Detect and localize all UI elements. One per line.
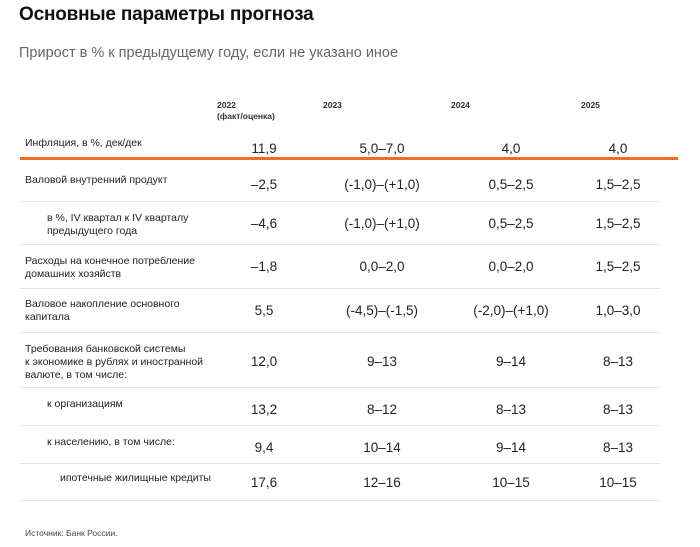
cell-2025: 8–13 xyxy=(602,440,634,455)
table-row: к организациям 13,2 8–12 8–13 8–13 xyxy=(20,388,660,426)
cell-2023: 12–16 xyxy=(363,475,401,490)
row-label-line: предыдущего года xyxy=(47,225,138,237)
row-label: к населению, в том числе: xyxy=(47,436,175,448)
table-row: в %, IV квартал к IV кварталу предыдущег… xyxy=(20,202,660,245)
column-header-2022-note: (факт/оценка) xyxy=(217,111,275,121)
cell-2025: 1,0–3,0 xyxy=(595,303,641,318)
cell-2024: 9–14 xyxy=(495,354,527,369)
cell-2023: (-1,0)–(+1,0) xyxy=(344,177,420,192)
cell-2024: 0,0–2,0 xyxy=(488,259,534,274)
cell-2022: 11,9 xyxy=(251,141,277,156)
row-label-line: валюте, в том числе: xyxy=(25,369,128,381)
table-row: Расходы на конечное потребление домашних… xyxy=(20,245,660,289)
cell-2025: 8–13 xyxy=(602,354,634,369)
cell-2024: 9–14 xyxy=(495,440,527,455)
cell-2023: (-1,0)–(+1,0) xyxy=(344,216,420,231)
row-label: к организациям xyxy=(47,398,123,410)
row-label-line: Валовое накопление основного xyxy=(25,298,180,310)
cell-2022: 5,5 xyxy=(254,303,274,318)
cell-2024: 0,5–2,5 xyxy=(488,177,534,192)
cell-2022: –1,8 xyxy=(250,259,278,274)
column-header-2022-year: 2022 xyxy=(217,100,236,110)
table-row: Инфляция, в %, дек/дек 11,9 5,0–7,0 4,0 … xyxy=(20,129,660,158)
column-header-2025: 2025 xyxy=(581,100,600,110)
cell-2023: (-4,5)–(-1,5) xyxy=(345,303,418,318)
cell-2025: 1,5–2,5 xyxy=(595,177,641,192)
cell-2023: 8–12 xyxy=(366,402,398,417)
cell-2024: 0,5–2,5 xyxy=(488,216,534,231)
cell-2023: 10–14 xyxy=(363,440,401,455)
table-row: ипотечные жилищные кредиты 17,6 12–16 10… xyxy=(20,464,660,501)
cell-2022: 12,0 xyxy=(250,354,278,369)
cell-2025: 1,5–2,5 xyxy=(595,259,641,274)
cell-2025: 4,0 xyxy=(608,141,628,156)
cell-2025: 10–15 xyxy=(599,475,637,490)
row-label: Валовое накопление основного капитала xyxy=(25,298,180,324)
row-label: в %, IV квартал к IV кварталу предыдущег… xyxy=(47,212,188,238)
table-row: к населению, в том числе: 9,4 10–14 9–14… xyxy=(20,426,660,464)
row-label: ипотечные жилищные кредиты xyxy=(60,472,211,484)
cell-2025: 8–13 xyxy=(602,402,634,417)
page-title: Основные параметры прогноза xyxy=(19,4,314,25)
cell-2022: 17,6 xyxy=(250,475,278,490)
source-note: Источник: Банк России. xyxy=(25,528,118,538)
page-subtitle: Прирост в % к предыдущему году, если не … xyxy=(19,45,399,61)
row-label-line: Расходы на конечное потребление xyxy=(25,255,196,267)
table-row: Валовое накопление основного капитала 5,… xyxy=(20,289,660,333)
cell-2023: 0,0–2,0 xyxy=(359,259,405,274)
forecast-table: Инфляция, в %, дек/дек 11,9 5,0–7,0 4,0 … xyxy=(20,129,660,501)
table-row: Валовой внутренний продукт –2,5 (-1,0)–(… xyxy=(20,158,660,202)
table-row: Требования банковской системы к экономик… xyxy=(20,333,660,388)
row-label: Валовой внутренний продукт xyxy=(25,174,168,186)
column-header-2023: 2023 xyxy=(323,100,342,110)
column-header-2024: 2024 xyxy=(451,100,470,110)
row-label: Инфляция, в %, дек/дек xyxy=(25,137,142,149)
cell-2022: –4,6 xyxy=(250,216,278,231)
row-label-line: в %, IV квартал к IV кварталу xyxy=(47,212,189,224)
row-label: Требования банковской системы к экономик… xyxy=(25,343,203,382)
cell-2024: 4,0 xyxy=(501,141,521,156)
row-label-line: Требования банковской системы xyxy=(25,343,186,355)
row-label: Расходы на конечное потребление домашних… xyxy=(25,255,195,281)
cell-2022: 9,4 xyxy=(254,440,274,455)
row-label-line: домашних хозяйств xyxy=(25,268,122,280)
cell-2024: 8–13 xyxy=(495,402,527,417)
cell-2023: 9–13 xyxy=(366,354,398,369)
column-header-2022: 2022 (факт/оценка) xyxy=(217,100,275,122)
row-label-line: к экономике в рублях и иностранной xyxy=(25,356,204,368)
cell-2022: –2,5 xyxy=(250,177,278,192)
row-label-line: капитала xyxy=(25,311,70,323)
cell-2025: 1,5–2,5 xyxy=(595,216,641,231)
cell-2023: 5,0–7,0 xyxy=(359,141,405,156)
cell-2024: 10–15 xyxy=(492,475,530,490)
highlight-underline xyxy=(20,157,678,160)
cell-2024: (-2,0)–(+1,0) xyxy=(473,303,549,318)
cell-2022: 13,2 xyxy=(250,402,278,417)
